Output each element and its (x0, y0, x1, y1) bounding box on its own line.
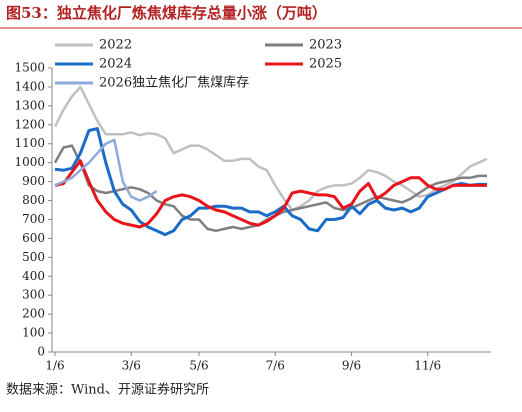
y-tick-label: 0 (37, 345, 45, 359)
y-tick-label: 1300 (14, 98, 45, 112)
series-line (54, 138, 158, 202)
legend-label: 2025 (309, 57, 342, 72)
x-tick-label: 3/6 (122, 359, 141, 373)
legend-label: 2026独立焦化厂焦煤库存 (99, 75, 249, 91)
y-tick-label: 900 (22, 174, 45, 188)
y-tick-label: 1400 (14, 79, 45, 93)
source-note: 数据来源：Wind、开源证券研究所 (6, 382, 209, 398)
chart-title: 图53：独立焦化厂炼焦煤库存总量小涨（万吨） (6, 4, 327, 22)
x-tick-label: 1/6 (45, 359, 64, 373)
y-tick-label: 400 (22, 269, 45, 283)
series-line (53, 85, 488, 212)
x-tick-label: 9/6 (342, 359, 361, 373)
series-line (54, 159, 487, 229)
series-line (54, 127, 487, 237)
y-tick-label: 1000 (14, 155, 45, 169)
y-tick-label: 500 (22, 250, 45, 264)
x-tick-label: 5/6 (189, 359, 208, 373)
y-tick-label: 800 (22, 193, 45, 207)
y-tick-label: 1200 (14, 117, 45, 131)
y-tick-label: 300 (22, 288, 45, 302)
y-tick-label: 100 (22, 326, 45, 340)
y-tick-label: 200 (22, 307, 45, 321)
legend-label: 2022 (99, 38, 132, 53)
y-tick-label: 1100 (14, 136, 45, 150)
legend-label: 2024 (99, 57, 132, 72)
x-tick-label: 11/6 (414, 359, 441, 373)
y-tick-label: 600 (22, 231, 45, 245)
y-tick-label: 1500 (14, 61, 45, 75)
y-tick-label: 700 (22, 212, 45, 226)
legend-label: 2023 (309, 38, 342, 53)
x-tick-label: 7/6 (266, 359, 285, 373)
